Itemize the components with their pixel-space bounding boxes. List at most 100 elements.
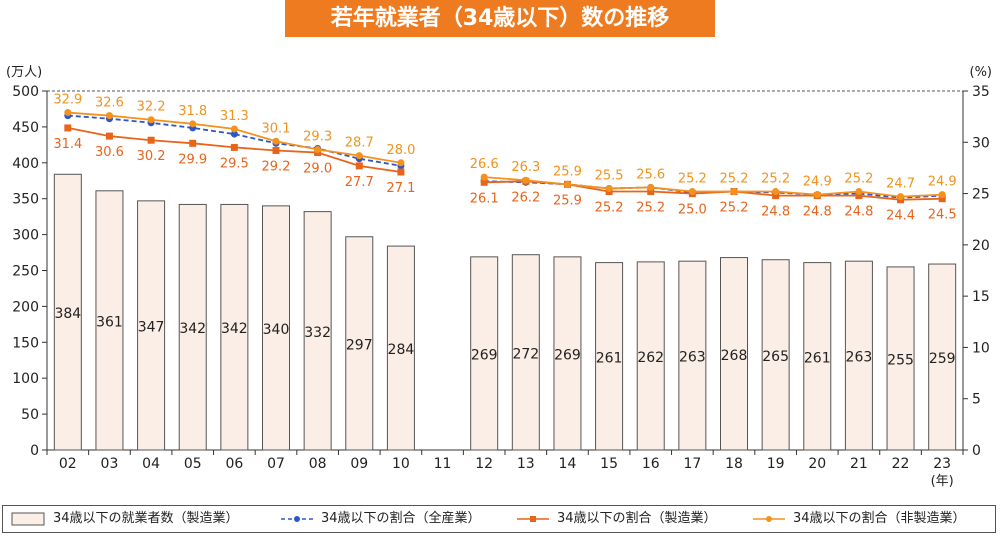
bar	[928, 263, 957, 451]
bar	[636, 261, 665, 451]
bar-value-label: 261	[596, 350, 623, 366]
x-axis-tick-label: 03	[101, 456, 119, 472]
series-value-label: 32.2	[137, 100, 166, 115]
x-axis-tick-label: 05	[184, 456, 202, 472]
series-value-label: 24.9	[928, 175, 957, 190]
left-axis-unit: (万人)	[6, 65, 42, 80]
x-axis-tick-label: 10	[392, 456, 410, 472]
series-point	[397, 159, 405, 167]
series-value-label: 25.2	[720, 172, 749, 187]
x-axis-tick-label: 20	[808, 456, 826, 472]
bar	[595, 262, 624, 451]
series-point	[147, 116, 155, 124]
x-axis-tick-label: 14	[559, 456, 577, 472]
series-point	[230, 125, 238, 133]
legend-swatch-manufacturing	[517, 516, 549, 522]
x-axis-tick-label: 15	[600, 456, 618, 472]
series-point	[355, 162, 363, 170]
x-axis-tick-label: 16	[642, 456, 660, 472]
bar-value-label: 272	[512, 346, 539, 362]
series-value-label: 26.1	[470, 191, 499, 206]
bar-value-label: 384	[54, 306, 81, 322]
series-point	[64, 109, 72, 117]
x-axis-tick-label: 12	[475, 456, 493, 472]
series-value-label: 25.9	[553, 164, 582, 179]
x-axis-tick-label: 09	[350, 456, 368, 472]
bar-value-label: 255	[887, 352, 914, 368]
series-value-label: 24.8	[803, 205, 832, 220]
series-value-label: 24.4	[886, 209, 915, 224]
series-point	[938, 191, 946, 199]
bar	[553, 256, 582, 451]
series-point	[772, 192, 780, 200]
bar	[720, 257, 748, 451]
series-value-label: 31.4	[53, 137, 82, 152]
left-axis-tick-label: 350	[12, 192, 39, 208]
bar	[470, 256, 499, 451]
series-point	[938, 195, 946, 203]
series-point	[855, 192, 863, 200]
bar-value-label: 342	[221, 321, 248, 337]
x-axis-tick-label: 13	[517, 456, 535, 472]
bar	[95, 190, 124, 451]
left-axis-tick-label: 400	[12, 156, 39, 172]
series-point	[647, 188, 655, 196]
series-value-label: 24.9	[803, 175, 832, 190]
bar	[53, 173, 82, 451]
right-axis-tick-label: 10	[972, 340, 990, 356]
bar-value-label: 268	[721, 348, 748, 364]
series-value-label: 25.2	[720, 201, 749, 216]
bar-value-label: 284	[388, 342, 415, 358]
series-point	[147, 136, 155, 144]
series-value-label: 31.8	[178, 104, 207, 119]
series-value-label: 30.6	[95, 145, 124, 160]
bar	[511, 254, 540, 451]
x-axis-tick-label: 22	[892, 456, 910, 472]
series-point	[272, 137, 280, 145]
series-value-label: 25.2	[636, 201, 665, 216]
series-value-label: 27.7	[345, 175, 374, 190]
series-value-label: 24.5	[928, 208, 957, 223]
series-point	[105, 132, 113, 140]
right-axis-tick-label: 0	[972, 443, 981, 459]
series-point	[105, 112, 113, 120]
bar	[345, 236, 374, 451]
series-value-label: 24.7	[886, 177, 915, 192]
series-value-label: 25.6	[636, 167, 665, 182]
x-axis-tick-label: 17	[683, 456, 701, 472]
chart-area: (万人) (%)050100150200250300350400450500051…	[6, 65, 993, 489]
bar-value-label: 259	[929, 351, 956, 367]
x-axis-tick-label: 06	[225, 456, 243, 472]
series-point	[64, 124, 72, 132]
bar-value-label: 361	[96, 314, 123, 330]
series-line	[67, 114, 402, 167]
series-value-label: 26.6	[470, 157, 499, 172]
series-value-label: 26.3	[511, 160, 540, 175]
series-point	[855, 188, 863, 196]
series-point	[230, 143, 238, 151]
right-axis-tick-label: 15	[972, 289, 990, 305]
series-point	[189, 139, 197, 147]
right-axis-tick-label: 30	[972, 135, 990, 151]
bar	[844, 260, 873, 451]
left-axis-tick-label: 450	[12, 120, 39, 136]
bar	[137, 200, 166, 451]
right-axis-unit: (%)	[970, 65, 993, 80]
legend-label-all-industry: 34歳以下の割合（全産業）	[321, 511, 481, 526]
series-value-label: 25.2	[595, 201, 624, 216]
x-axis-tick-label: 21	[850, 456, 868, 472]
series-point	[605, 184, 613, 192]
right-axis-tick-label: 5	[972, 392, 981, 408]
series-point	[772, 188, 780, 196]
series-value-label: 28.7	[345, 136, 374, 151]
series-value-label: 24.8	[844, 205, 873, 220]
series-point	[230, 130, 238, 138]
right-axis-tick-label: 35	[972, 84, 990, 100]
left-axis-tick-label: 100	[12, 371, 39, 387]
series-value-label: 25.0	[678, 203, 707, 218]
x-axis-tick-label: 02	[59, 456, 77, 472]
chart-legend: 34歳以下の就業者数（製造業） 34歳以下の割合（全産業） 34歳以下の割合（製…	[2, 505, 996, 533]
x-axis-tick-label: 23	[933, 456, 951, 472]
bar	[886, 266, 915, 451]
bar-value-label: 269	[554, 347, 581, 363]
